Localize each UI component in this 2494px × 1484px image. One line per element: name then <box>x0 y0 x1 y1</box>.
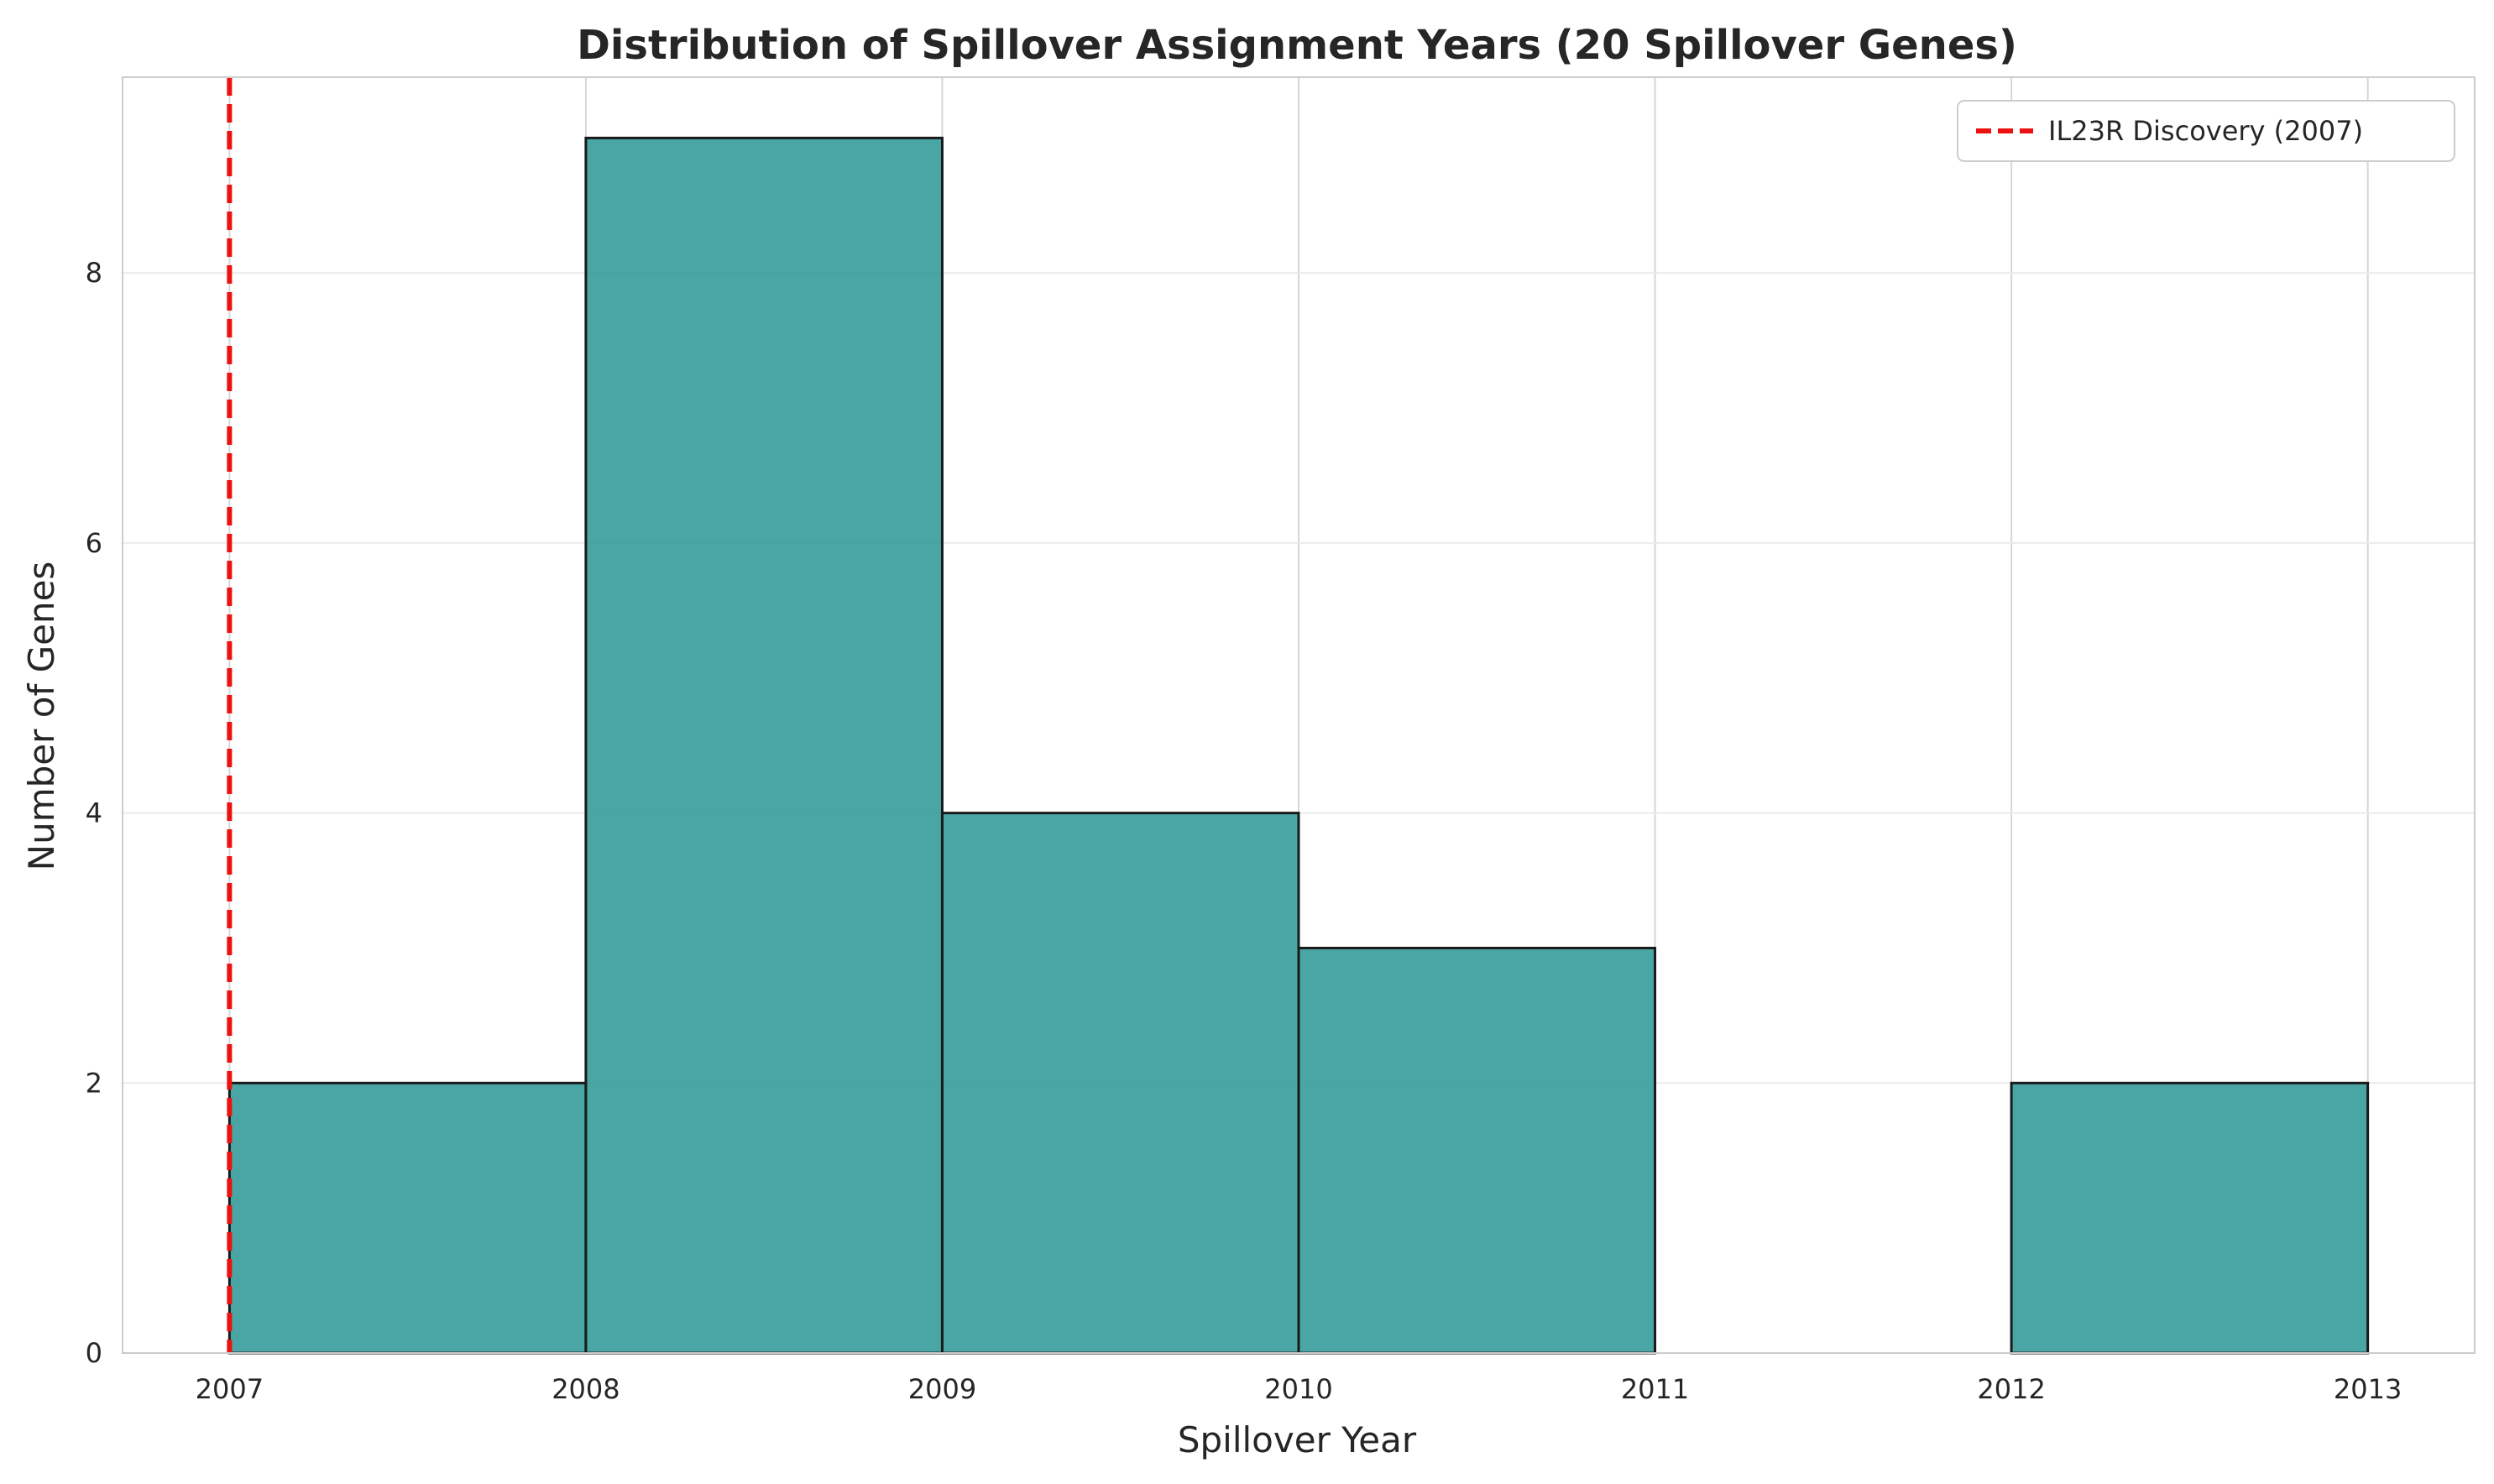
x-tick-label: 2008 <box>552 1373 620 1405</box>
y-tick-label: 2 <box>86 1067 102 1099</box>
bars <box>227 136 2370 1355</box>
legend-entry-reference-line: IL23R Discovery (2007) <box>2048 115 2363 147</box>
y-tick-label: 8 <box>86 257 102 289</box>
y-tick-label: 0 <box>86 1337 102 1369</box>
plot-area-frame <box>122 76 2476 1354</box>
legend: IL23R Discovery (2007) <box>1957 100 2455 162</box>
histogram-bar <box>227 1081 588 1355</box>
x-tick-label: 2013 <box>2334 1373 2402 1405</box>
histogram-bar <box>1297 946 1657 1355</box>
histogram-bar <box>584 136 944 1355</box>
x-tick-label: 2012 <box>1977 1373 2045 1405</box>
histogram-bar <box>940 812 1300 1355</box>
chart-title: Distribution of Spillover Assignment Yea… <box>577 22 2017 69</box>
x-tick-label: 2010 <box>1264 1373 1332 1405</box>
x-tick-label: 2007 <box>196 1373 264 1405</box>
y-tick-label: 4 <box>86 797 102 829</box>
x-tick-label: 2009 <box>908 1373 976 1405</box>
y-axis-label: Number of Genes <box>21 562 62 871</box>
x-axis-label: Spillover Year <box>1178 1419 1417 1460</box>
y-tick-label: 6 <box>86 527 102 559</box>
histogram-bar <box>2010 1081 2370 1355</box>
x-axis-ticks: 2007 2008 2009 2010 2011 2012 2013 <box>196 1373 2403 1405</box>
y-axis-ticks: 0 2 4 6 8 <box>86 257 102 1369</box>
x-tick-label: 2011 <box>1621 1373 1689 1405</box>
legend-box <box>1957 100 2455 162</box>
